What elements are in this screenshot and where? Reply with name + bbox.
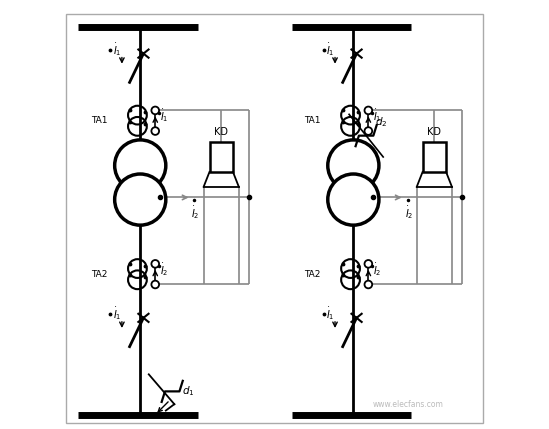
Text: $\dot{I}_1$: $\dot{I}_1$ [160,107,168,124]
Text: www.elecfans.com: www.elecfans.com [373,400,444,409]
Text: $\dot{I}_2$: $\dot{I}_2$ [405,204,413,221]
Circle shape [152,281,159,288]
Text: $d_2$: $d_2$ [374,115,387,129]
Circle shape [115,174,166,225]
Text: TA2: TA2 [91,270,108,279]
Text: TA2: TA2 [304,270,321,279]
Circle shape [365,106,372,114]
Text: KD: KD [214,127,228,137]
Circle shape [328,174,379,225]
Bar [210,142,233,172]
Circle shape [328,140,379,191]
Circle shape [115,140,166,191]
Text: $\dot{I}_1$: $\dot{I}_1$ [373,107,381,124]
Text: $\dot{I}_2$: $\dot{I}_2$ [192,204,200,221]
Text: $\dot{I}_1$: $\dot{I}_1$ [326,305,334,322]
Text: $\dot{I}_2$: $\dot{I}_2$ [160,260,168,278]
Text: $\dot{I}_1$: $\dot{I}_1$ [113,305,121,322]
Text: KD: KD [427,127,441,137]
Text: $\dot{I}_2$: $\dot{I}_2$ [373,260,381,278]
Text: $\dot{I}_1$: $\dot{I}_1$ [326,41,334,58]
Circle shape [365,281,372,288]
Text: TA1: TA1 [304,116,321,125]
Circle shape [152,127,159,135]
Circle shape [152,260,159,268]
Circle shape [152,106,159,114]
Text: $d_1$: $d_1$ [182,384,194,398]
Circle shape [365,127,372,135]
Bar [423,142,446,172]
Text: $\dot{I}_1$: $\dot{I}_1$ [113,41,121,58]
Circle shape [365,260,372,268]
Text: TA1: TA1 [91,116,108,125]
